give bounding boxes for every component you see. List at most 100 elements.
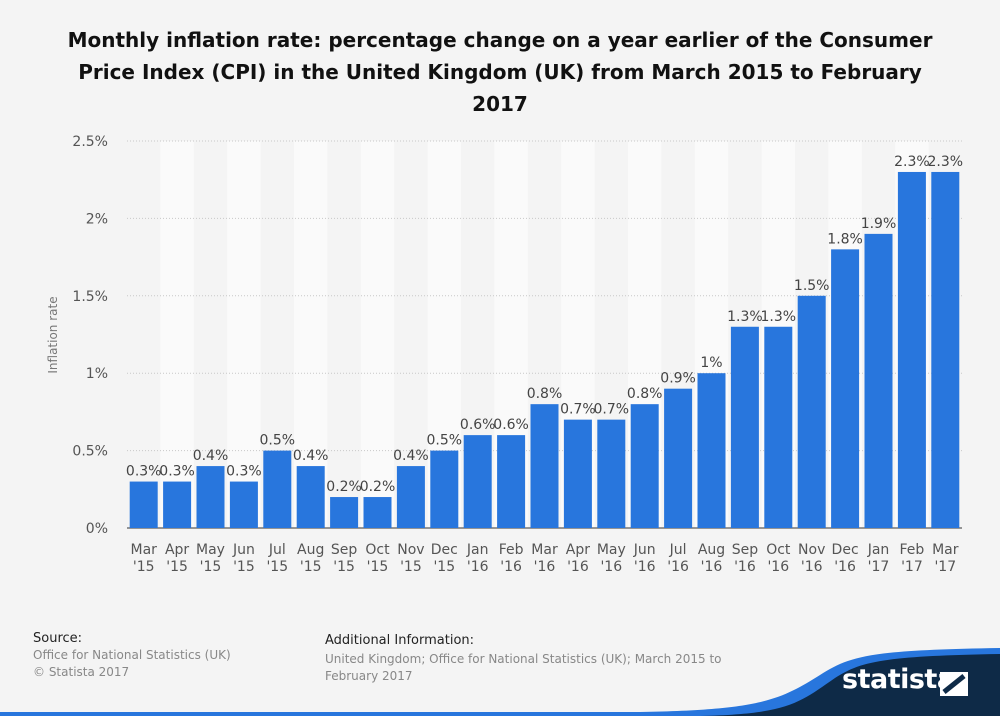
y-tick-label: 1.5% bbox=[72, 289, 108, 305]
x-tick-label-year: '15 bbox=[400, 559, 422, 575]
bar bbox=[597, 419, 626, 528]
additional-info-text: United Kingdom; Office for National Stat… bbox=[325, 652, 722, 683]
x-tick-label-month: Aug bbox=[297, 542, 324, 558]
x-tick-label-month: Mar bbox=[531, 542, 558, 558]
statista-logo-icon bbox=[940, 672, 968, 696]
x-tick-label-year: '15 bbox=[433, 559, 455, 575]
x-tick-label-month: Nov bbox=[397, 542, 424, 558]
bar bbox=[897, 171, 926, 528]
source-label: Source: bbox=[33, 631, 83, 646]
data-label: 0.7% bbox=[594, 402, 630, 418]
data-label: 0.6% bbox=[460, 417, 496, 433]
x-tick-label-month: Mar bbox=[932, 542, 959, 558]
bar bbox=[697, 373, 726, 528]
column-band bbox=[227, 141, 261, 528]
x-tick-label-month: May bbox=[196, 542, 225, 558]
additional-info-label: Additional Information: bbox=[325, 633, 475, 648]
bar bbox=[530, 404, 559, 528]
bar bbox=[430, 450, 459, 528]
y-axis-label: Inflation rate bbox=[46, 296, 60, 373]
x-tick-label-month: Nov bbox=[798, 542, 825, 558]
data-label: 0.5% bbox=[427, 433, 463, 449]
bar bbox=[296, 466, 325, 528]
x-tick-label-month: Aug bbox=[698, 542, 725, 558]
x-tick-label-month: Jul bbox=[268, 542, 286, 558]
data-label: 0.2% bbox=[326, 479, 362, 495]
bar bbox=[831, 249, 860, 529]
x-tick-label-month: Jun bbox=[232, 542, 255, 558]
footer-swoosh bbox=[0, 648, 1000, 716]
data-label: 2.3% bbox=[894, 154, 930, 170]
x-tick-label-month: Jul bbox=[669, 542, 687, 558]
data-label: 0.3% bbox=[159, 464, 195, 480]
x-tick-label-month: Jun bbox=[633, 542, 656, 558]
data-label: 0.8% bbox=[627, 386, 663, 402]
x-tick-label-year: '16 bbox=[567, 559, 589, 575]
data-label: 1.3% bbox=[727, 309, 763, 325]
x-tick-label-month: Feb bbox=[499, 542, 524, 558]
x-tick-label-year: '16 bbox=[534, 559, 556, 575]
x-tick-label-month: Mar bbox=[130, 542, 157, 558]
x-tick-label-month: Feb bbox=[900, 542, 925, 558]
x-tick-label-year: '15 bbox=[166, 559, 188, 575]
bar bbox=[396, 466, 425, 528]
x-tick-label-year: '15 bbox=[233, 559, 255, 575]
data-label: 1.8% bbox=[827, 231, 863, 247]
bar bbox=[563, 419, 592, 528]
bar bbox=[129, 481, 158, 528]
data-label: 0.2% bbox=[360, 479, 396, 495]
data-label: 0.7% bbox=[560, 402, 596, 418]
x-tick-label-year: '15 bbox=[300, 559, 322, 575]
x-tick-label-year: '16 bbox=[500, 559, 522, 575]
data-label: 1.9% bbox=[861, 216, 897, 232]
x-tick-label-month: Dec bbox=[832, 542, 859, 558]
x-tick-label-year: '16 bbox=[734, 559, 756, 575]
x-tick-label-year: '16 bbox=[667, 559, 689, 575]
column-band bbox=[360, 141, 395, 528]
data-label: 0.6% bbox=[493, 417, 529, 433]
bar bbox=[931, 171, 960, 528]
x-tick-label-month: Jan bbox=[867, 542, 890, 558]
x-tick-label-month: Apr bbox=[566, 542, 590, 558]
bar bbox=[229, 481, 258, 528]
data-label: 1.5% bbox=[794, 278, 830, 294]
y-tick-label: 2% bbox=[86, 211, 108, 227]
x-tick-label-month: May bbox=[597, 542, 626, 558]
data-label: 0.3% bbox=[226, 464, 262, 480]
source-block: Source: Office for National Statistics (… bbox=[33, 630, 231, 681]
x-tick-label-month: Jan bbox=[466, 542, 489, 558]
bar bbox=[163, 481, 192, 528]
column-band bbox=[160, 141, 194, 528]
data-label: 0.4% bbox=[293, 448, 329, 464]
x-tick-label-year: '17 bbox=[901, 559, 923, 575]
data-label: 0.5% bbox=[260, 433, 296, 449]
data-label: 0.4% bbox=[393, 448, 429, 464]
x-tick-label-month: Sep bbox=[732, 542, 759, 558]
bar bbox=[764, 326, 793, 528]
bar bbox=[497, 435, 526, 528]
data-label: 0.9% bbox=[660, 371, 696, 387]
bar bbox=[730, 326, 759, 528]
y-tick-label: 0.5% bbox=[72, 444, 108, 460]
bar bbox=[664, 388, 693, 528]
x-tick-label-year: '15 bbox=[367, 559, 389, 575]
x-tick-label-year: '16 bbox=[701, 559, 723, 575]
x-tick-label-year: '16 bbox=[834, 559, 856, 575]
x-tick-label-month: Sep bbox=[331, 542, 358, 558]
source-text: Office for National Statistics (UK) bbox=[33, 648, 231, 662]
x-tick-label-year: '16 bbox=[467, 559, 489, 575]
x-tick-label-year: '17 bbox=[934, 559, 956, 575]
y-tick-label: 0% bbox=[86, 521, 108, 537]
bar bbox=[363, 497, 392, 528]
x-tick-label-month: Apr bbox=[165, 542, 189, 558]
x-tick-label-year: '16 bbox=[767, 559, 789, 575]
data-label: 1% bbox=[700, 355, 722, 371]
statista-logo: statista bbox=[842, 664, 955, 695]
data-label: 0.8% bbox=[527, 386, 563, 402]
data-label: 0.3% bbox=[126, 464, 162, 480]
bar bbox=[864, 233, 893, 528]
bar bbox=[630, 404, 659, 528]
y-tick-label: 1% bbox=[86, 366, 108, 382]
x-tick-label-year: '15 bbox=[133, 559, 155, 575]
